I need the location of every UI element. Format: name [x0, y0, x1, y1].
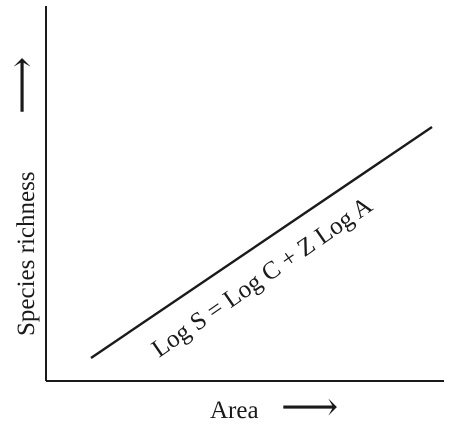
y-axis-label: Species richness [13, 171, 40, 336]
series-line [90, 126, 433, 359]
line-equation-label: Log S = Log C + Z Log A [147, 192, 377, 363]
x-axis-arrow: ⟶ [281, 384, 338, 424]
y-axis-title: Species richness ⟶ [0, 57, 44, 336]
y-axis-arrow: ⟶ [0, 57, 44, 114]
x-axis-title: Area ⟶ [210, 384, 338, 424]
x-axis-label: Area [210, 397, 259, 424]
